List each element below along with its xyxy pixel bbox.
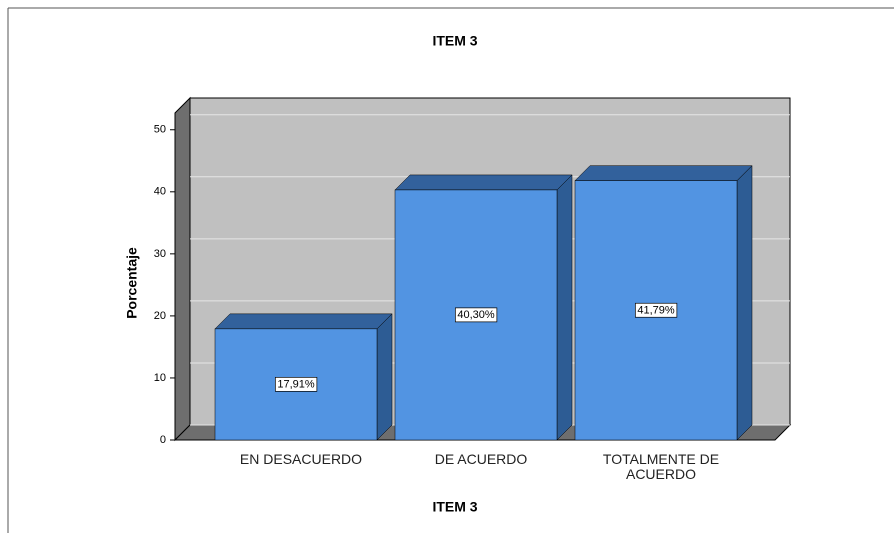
x-tick-label: TOTALMENTE DE ACUERDO [602,451,720,482]
value-label-box [274,376,318,392]
y-tick-label: 40 [154,186,166,198]
bar-side [376,313,393,441]
value-label-box [634,302,678,318]
bar-side [736,165,753,441]
bar-top [394,174,573,191]
chart-title: ITEM 3 [432,33,477,49]
bar-top [214,313,393,330]
x-axis-title: ITEM 3 [432,499,477,515]
y-tick-label: 30 [154,248,166,260]
x-tick-label: DE ACUERDO [434,451,528,467]
x-tick-label: EN DESACUERDO [239,451,363,467]
y-tick-label: 50 [154,124,166,136]
bar-top [574,165,753,181]
value-label: 41,79% [637,304,675,316]
y-tick-label: 0 [160,434,166,446]
bar-side [556,174,573,441]
y-axis-title: Porcentaje [124,247,140,319]
y-tick-label: 20 [154,310,166,322]
y-tick-label: 10 [154,372,166,384]
value-label: 17,91% [277,378,315,390]
left-wall [174,96,191,442]
value-label-box [454,307,498,323]
value-label: 40,30% [457,309,495,321]
